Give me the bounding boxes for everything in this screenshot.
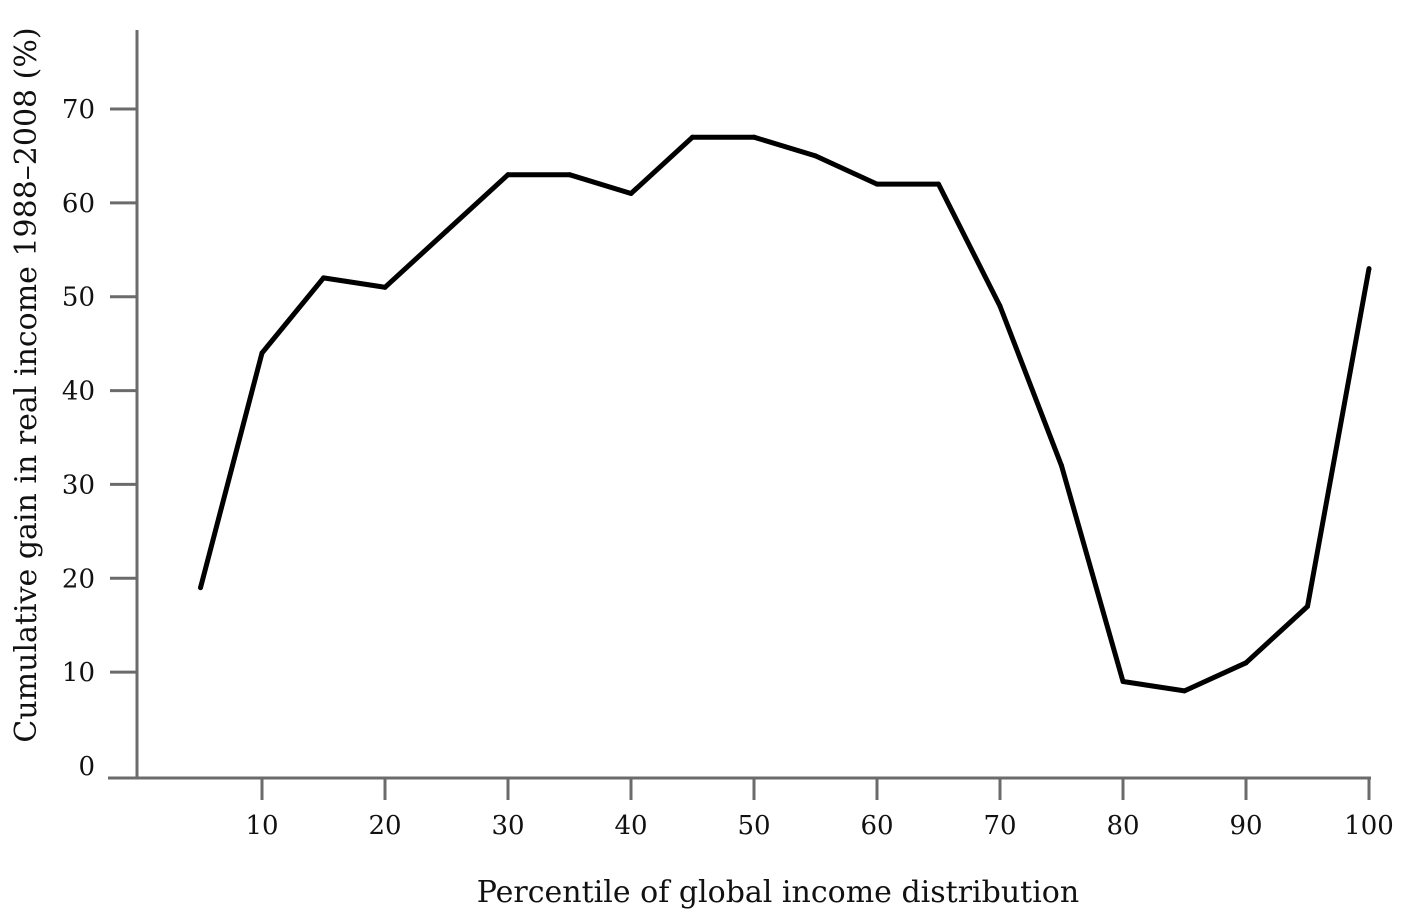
series-line [198,134,1372,694]
data-point [628,191,634,196]
data-point [1120,679,1126,684]
x-tick-label: 10 [245,811,278,841]
data-point [1305,603,1310,609]
y-tick-label: 50 [62,283,95,313]
x-tick-label: 90 [1229,811,1262,841]
data-point [751,134,757,140]
y-tick-label: 30 [62,470,95,500]
x-axis: 10 20 30 40 50 60 70 80 90 100 [108,776,1394,841]
data-point [997,303,1003,309]
x-tick-label: 50 [737,811,770,841]
data-point [690,134,695,140]
data-point [259,350,265,356]
data-point [505,172,511,178]
y-tick-label: 70 [62,95,95,125]
series-layer [198,134,1372,694]
data-point [321,275,326,281]
data-point [382,284,388,290]
x-tick-label: 100 [1344,811,1394,841]
y-tick-label: 40 [62,377,95,407]
data-point [874,181,880,187]
x-tick-label: 30 [491,811,524,841]
y-tick-label: 60 [62,189,95,219]
y-axis-title: Cumulative gain in real income 1988–2008… [9,27,44,742]
x-tick-label: 60 [860,811,893,841]
data-point [198,585,203,591]
data-point [1366,266,1372,272]
x-tick-label: 40 [614,811,647,841]
data-point [1243,660,1249,666]
x-tick-label: 20 [368,811,401,841]
data-point [1182,688,1187,694]
data-point [567,172,572,178]
y-tick-label: 10 [62,658,95,688]
data-point [444,228,449,234]
data-point [813,153,818,159]
y-axis: 0 10 20 30 40 50 60 70 [62,30,139,782]
x-tick-label: 80 [1106,811,1139,841]
x-axis-title: Percentile of global income distribution [477,875,1079,910]
data-point [1059,463,1064,469]
x-tick-label: 70 [983,811,1016,841]
y-tick-label: 0 [78,752,95,782]
data-point [936,181,941,187]
y-tick-label: 20 [62,564,95,594]
